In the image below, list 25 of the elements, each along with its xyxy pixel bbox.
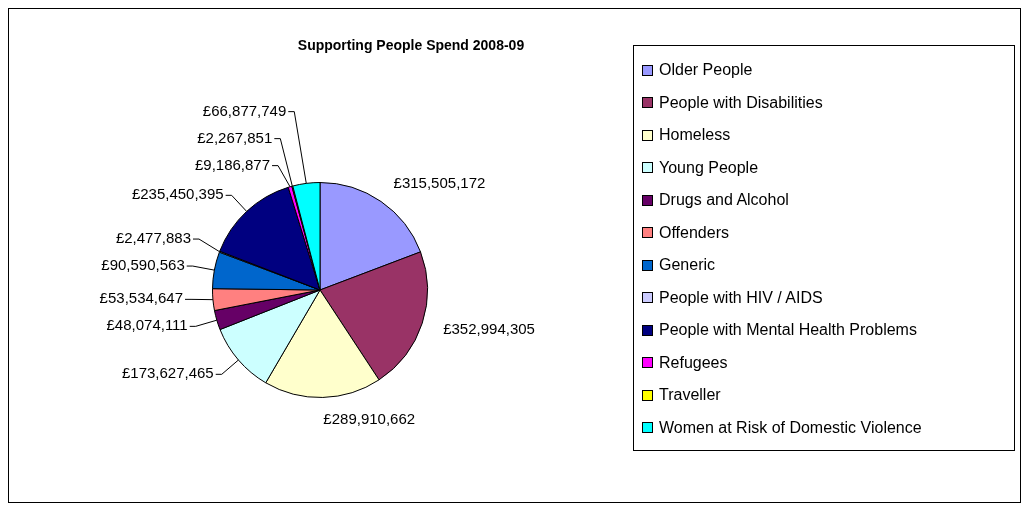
data-label: £352,994,305 xyxy=(443,320,535,338)
legend-label: People with Mental Health Problems xyxy=(659,321,917,340)
legend-label: Traveller xyxy=(659,386,721,405)
legend-label: Drugs and Alcohol xyxy=(659,191,789,210)
data-label: £66,877,749 xyxy=(202,101,287,119)
legend-label: Generic xyxy=(659,256,716,275)
legend-label: Older People xyxy=(659,61,753,80)
legend-label: People with HIV / AIDS xyxy=(659,288,823,307)
legend-label: Refugees xyxy=(659,353,728,372)
legend-label: Offenders xyxy=(659,223,729,242)
data-label: £9,186,877 xyxy=(194,155,271,173)
data-label: £53,534,647 xyxy=(99,289,184,307)
legend-label: Homeless xyxy=(659,126,731,145)
data-label: £2,477,883 xyxy=(115,229,191,247)
chart-title: Supporting People Spend 2008-09 xyxy=(296,37,526,53)
legend-label: Young People xyxy=(659,158,759,177)
data-label: £173,627,465 xyxy=(121,364,214,382)
data-label: £90,590,563 xyxy=(101,256,185,274)
legend-label: People with Disabilities xyxy=(659,93,823,112)
data-label: £315,505,172 xyxy=(393,173,486,191)
data-label: £289,910,662 xyxy=(323,409,416,427)
data-label: £235,450,395 xyxy=(131,185,224,203)
legend-label: Women at Risk of Domestic Violence xyxy=(659,418,922,437)
data-label: £2,267,851 xyxy=(197,128,273,146)
data-label: £48,074,111 xyxy=(106,316,188,334)
